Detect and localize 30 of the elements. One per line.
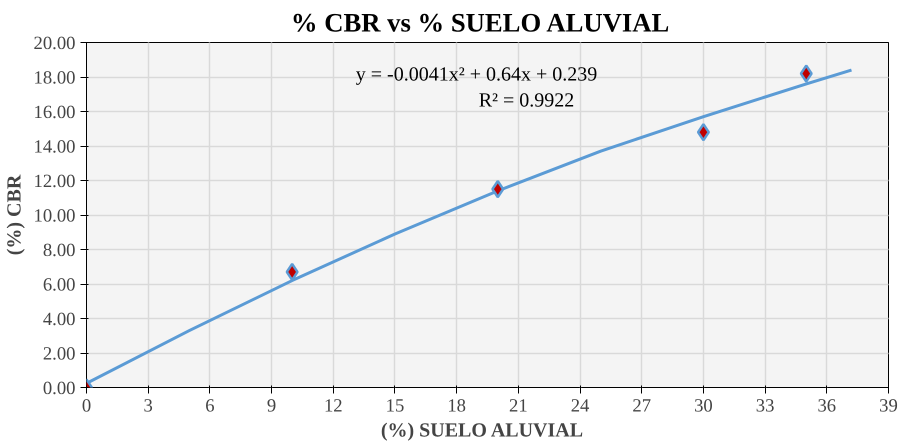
x-axis-title: (%) SUELO ALUVIAL bbox=[380, 420, 584, 442]
x-tick-label: 24 bbox=[570, 396, 590, 416]
y-tick-label: 18.00 bbox=[34, 68, 76, 88]
chart-title: % CBR vs % SUELO ALUVIAL bbox=[290, 8, 670, 38]
x-tick-label: 21 bbox=[509, 396, 528, 416]
x-tick-label: 33 bbox=[756, 396, 774, 416]
x-tick-label: 9 bbox=[266, 396, 276, 416]
y-tick-label: 8.00 bbox=[42, 240, 76, 261]
y-tick-label: 6.00 bbox=[42, 274, 76, 296]
y-tick-label: 14.00 bbox=[34, 136, 76, 158]
annotation: R² = 0.9922 bbox=[478, 90, 574, 112]
y-tick-label: 4.00 bbox=[42, 309, 76, 330]
x-tick-label: 15 bbox=[386, 396, 404, 416]
y-tick-label: 0.00 bbox=[42, 378, 76, 399]
y-tick-label: 2.00 bbox=[42, 344, 76, 364]
y-tick-label: 10.00 bbox=[34, 206, 76, 226]
y-tick-label: 12.00 bbox=[34, 171, 76, 192]
y-tick-label: 20.00 bbox=[34, 33, 76, 54]
y-tick-label: 16.00 bbox=[34, 102, 76, 123]
x-tick-label: 30 bbox=[694, 396, 713, 416]
x-tick-label: 27 bbox=[632, 396, 652, 416]
x-tick-label: 39 bbox=[879, 396, 898, 416]
y-axis-title: (%) CBR bbox=[4, 174, 26, 256]
x-tick-label: 12 bbox=[324, 396, 343, 416]
annotation: y = -0.0041x² + 0.64x + 0.239 bbox=[356, 64, 598, 86]
x-tick-label: 18 bbox=[447, 396, 466, 416]
x-tick-label: 36 bbox=[817, 396, 836, 416]
x-tick-label: 0 bbox=[82, 396, 92, 416]
x-tick-label: 3 bbox=[144, 396, 153, 416]
x-tick-label: 6 bbox=[205, 396, 215, 416]
